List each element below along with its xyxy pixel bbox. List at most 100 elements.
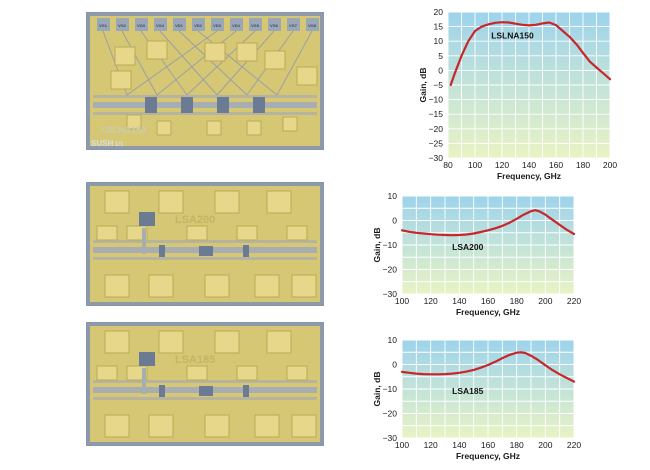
y-tick-label: 15 — [434, 22, 444, 32]
x-tick-label: 200 — [603, 160, 617, 170]
y-tick-label: −20 — [383, 265, 398, 275]
gain-chart-lslna150: 80 100 120 140 160 180 200 20 15 10 5 0 −5 −10 −15 −20 −… — [388, 4, 648, 182]
y-tick-label: −20 — [429, 124, 444, 134]
transistor — [181, 97, 193, 113]
gain-curve — [449, 21, 612, 87]
bond-pad — [230, 18, 243, 31]
y-tick-label: −15 — [429, 109, 444, 119]
bond-pad — [148, 414, 174, 438]
y-tick-label: 5 — [438, 51, 443, 61]
bond-pad — [104, 330, 130, 354]
x-tick-label: 220 — [567, 296, 581, 306]
bond-pad — [158, 190, 184, 214]
pad-label: VD1 — [175, 23, 184, 28]
transistor — [199, 246, 213, 256]
pad-label: VD4 — [232, 23, 241, 28]
ground-line — [93, 380, 317, 383]
bond-pad — [254, 274, 280, 298]
y-tick-label: −25 — [429, 138, 444, 148]
chip-photo-lsa185: LSA185 — [86, 322, 324, 446]
gain-curve — [400, 209, 576, 237]
corner-label: SUSH — [91, 139, 113, 148]
bond-pad — [154, 18, 167, 31]
stub-pad — [96, 225, 118, 241]
bond-pad — [266, 330, 292, 354]
bond-pad — [211, 18, 224, 31]
chip-name-label: LSLNA150 — [101, 125, 146, 135]
bias-line — [197, 30, 278, 96]
transistor — [253, 97, 265, 113]
ground-line — [93, 240, 317, 243]
bond-pad — [116, 18, 129, 31]
bond-pad — [291, 274, 317, 298]
chip-name-label: LSA200 — [175, 214, 215, 226]
y-tick-label: −20 — [383, 409, 398, 419]
y-tick-label: −10 — [383, 240, 398, 250]
x-tick-label: 220 — [567, 440, 581, 450]
bond-pad — [306, 18, 319, 31]
gain-chart-lsa185: 100 120 140 160 180 200 220 10 0 −10 −20 −30 Frequen… — [362, 330, 648, 468]
stub-pad — [286, 365, 308, 381]
bond-pad — [97, 18, 110, 31]
bias-line — [186, 30, 256, 96]
pad-label: VG6 — [270, 23, 279, 28]
bias-line — [156, 30, 237, 96]
pad-label: VD2 — [194, 23, 203, 28]
capacitor-pad — [236, 42, 258, 62]
y-tick-label: 10 — [388, 335, 398, 345]
bond-pad — [104, 190, 130, 214]
x-tick-label: 120 — [495, 160, 509, 170]
x-tick-label: 120 — [424, 296, 438, 306]
stub-pad — [96, 365, 118, 381]
y-tick-label: 20 — [434, 7, 444, 17]
curve-annotation: LSA200 — [452, 242, 483, 252]
bias-line — [159, 30, 218, 96]
y-tick-label: 10 — [434, 36, 444, 46]
y-tick-label: 0 — [392, 360, 397, 370]
y-tick-label: −30 — [383, 433, 398, 443]
pad-label: VG8 — [308, 23, 317, 28]
x-tick-label: 100 — [395, 296, 409, 306]
x-tick-label: 160 — [549, 160, 563, 170]
corner-code: 1/1 — [115, 142, 124, 148]
bias-line — [142, 368, 146, 394]
transistor — [243, 385, 249, 397]
x-tick-label: 140 — [522, 160, 536, 170]
x-tick-label: 160 — [481, 440, 495, 450]
bond-pad — [249, 18, 262, 31]
bond-pad — [214, 190, 240, 214]
bias-line — [216, 30, 275, 96]
transistor — [199, 386, 213, 396]
x-axis-label: Frequency, GHz — [456, 451, 520, 461]
bond-pad — [204, 414, 230, 438]
y-tick-label: 10 — [388, 191, 398, 201]
capacitor-pad — [146, 40, 168, 60]
stub-pad — [236, 365, 258, 381]
pad-label: VG2 — [118, 23, 127, 28]
pad-label: VG5 — [251, 23, 260, 28]
bond-pad — [266, 190, 292, 214]
y-axis-label: Gain, dB — [372, 372, 382, 407]
pad-label: VG1 — [99, 23, 108, 28]
capacitor-pad — [296, 66, 318, 86]
gain-curve — [400, 351, 576, 383]
transistor — [217, 97, 229, 113]
y-axis-label: Gain, dB — [372, 228, 382, 263]
stub-pad — [186, 365, 208, 381]
bias-line — [178, 30, 248, 96]
pad-label: VG7 — [289, 23, 298, 28]
x-tick-label: 140 — [452, 296, 466, 306]
bias-capacitor — [139, 212, 155, 226]
bond-pad — [204, 274, 230, 298]
bias-capacitor — [139, 352, 155, 366]
curve-annotation: LSA185 — [452, 386, 483, 396]
y-tick-label: −5 — [433, 80, 443, 90]
ground-line — [93, 397, 317, 400]
ground-line — [93, 95, 317, 98]
x-tick-label: 180 — [510, 440, 524, 450]
stub-pad — [236, 225, 258, 241]
ground-pad — [282, 116, 298, 132]
x-tick-label: 160 — [481, 296, 495, 306]
bond-pad — [158, 330, 184, 354]
pad-label: VD3 — [213, 23, 222, 28]
